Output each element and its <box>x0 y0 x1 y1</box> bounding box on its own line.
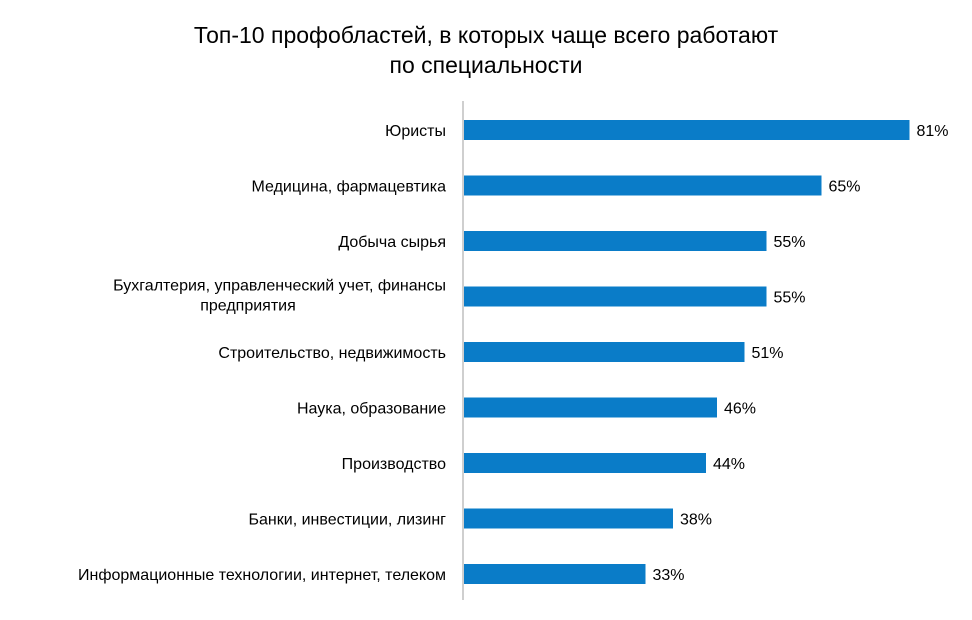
chart-title-line-1: Топ-10 профобластей, в которых чаще всег… <box>193 22 779 48</box>
category-label: Наука, образование <box>297 401 446 418</box>
chart-title-line-2: по специальности <box>389 52 583 78</box>
category-label: Банки, инвестиции, лизинг <box>249 512 447 529</box>
category-label: Бухгалтерия, управленческий учет, финанс… <box>113 278 446 315</box>
value-label: 33% <box>653 567 685 584</box>
bar <box>464 453 706 473</box>
bar <box>464 342 745 362</box>
bar <box>464 397 717 418</box>
category-label: Медицина, фармацевтика <box>252 179 447 196</box>
value-label: 55% <box>774 290 806 307</box>
value-label: 44% <box>713 456 745 473</box>
category-label: Юристы <box>385 123 446 140</box>
category-label: Строительство, недвижимость <box>218 345 446 362</box>
value-label: 81% <box>917 123 949 140</box>
category-label-line: Бухгалтерия, управленческий учет, финанс… <box>113 278 446 295</box>
value-label: 38% <box>680 512 712 529</box>
bar <box>464 175 822 196</box>
chart-title: Топ-10 профобластей, в которых чаще всег… <box>0 20 972 80</box>
category-label-line: предприятия <box>200 298 296 315</box>
category-label: Информационные технологии, интернет, тел… <box>78 567 446 584</box>
bar <box>464 120 910 140</box>
category-label: Добыча сырья <box>338 234 446 251</box>
value-label: 55% <box>774 234 806 251</box>
bar <box>464 286 767 307</box>
bar <box>464 508 673 529</box>
value-label: 51% <box>752 345 784 362</box>
bar <box>464 564 646 584</box>
category-label: Производство <box>342 456 446 473</box>
value-label: 65% <box>829 179 861 196</box>
bars-group: 81% Юристы 65% Медицина, фармацевтика 55% Доб… <box>78 120 949 584</box>
value-label: 46% <box>724 401 756 418</box>
bar <box>464 231 767 251</box>
